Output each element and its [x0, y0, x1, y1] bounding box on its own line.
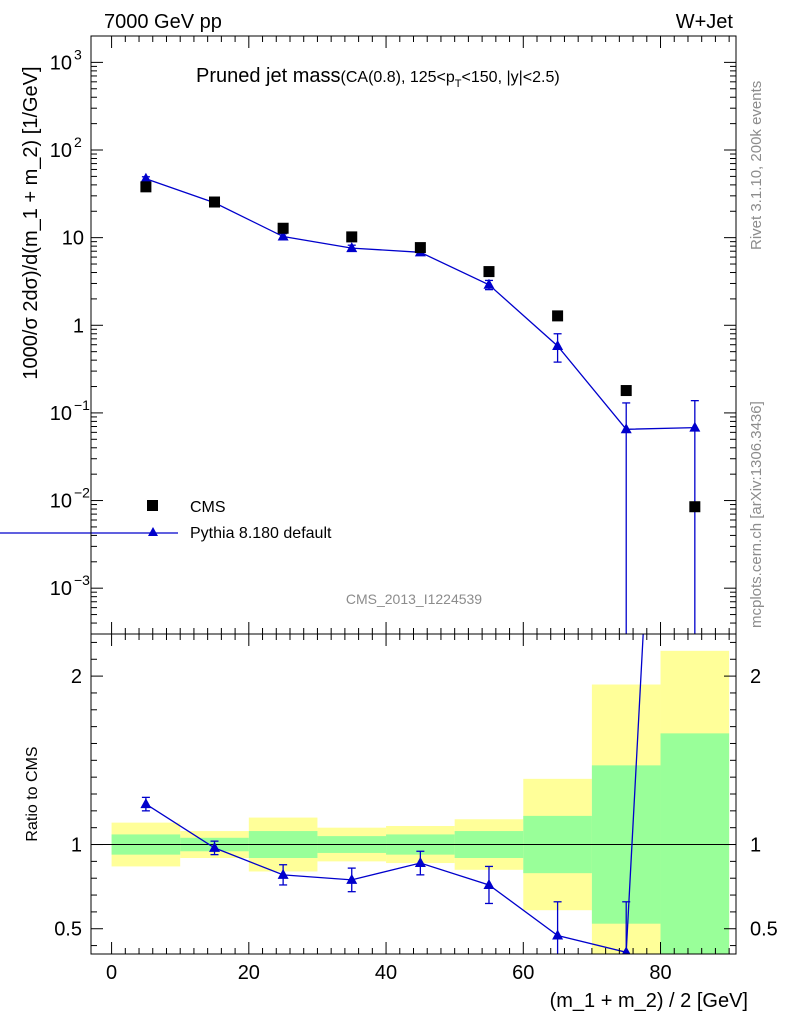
x-tick-label: 60 — [512, 962, 534, 984]
ratio-y-axis-label: Ratio to CMS — [24, 746, 41, 841]
ratio-y-tick-label-left: 2 — [71, 666, 82, 688]
legend-pythia-label: Pythia 8.180 default — [190, 525, 332, 542]
main-y-tick-label: 10 — [50, 140, 72, 162]
pythia-line — [145, 178, 695, 430]
ratio-panel-series — [91, 634, 736, 954]
cms-point — [346, 231, 358, 243]
main-y-tick-exponent: 2 — [74, 134, 82, 150]
main-y-tick-label: 10 — [50, 403, 72, 425]
legend-cms-label: CMS — [190, 499, 226, 516]
main-panel-frame — [90, 35, 737, 635]
cms-point — [140, 181, 152, 193]
pythia-point — [277, 230, 289, 241]
ratio-point — [346, 873, 358, 884]
ratio-y-tick-label-left: 0.5 — [54, 919, 82, 941]
ratio-point — [552, 929, 564, 940]
ratio-inner-band — [660, 733, 730, 954]
ratio-panel-ticks: 0 20 40 60 80 0.5 0.5 1 1 2 2 — [54, 634, 778, 984]
main-panel-title: Pruned jet mass(CA(0.8), 125<pT<150, |y|… — [196, 65, 560, 90]
rivet-version-label: Rivet 3.1.10, 200k events — [748, 81, 765, 250]
pythia-point — [620, 423, 632, 434]
cms-point — [483, 266, 495, 278]
header-process-label: W+Jet — [676, 11, 734, 33]
cms-point — [552, 310, 564, 322]
pythia-point — [689, 421, 701, 432]
main-y-axis-label: 1000/σ 2dσ)/d(m_1 + m_2) [1/GeV] — [20, 66, 42, 379]
mcplots-reference-label: mcplots.cern.ch [arXiv:1306.3436] — [748, 401, 765, 628]
ratio-panel: 0 20 40 60 80 0.5 0.5 1 1 2 2 Ratio to CMS (m_1 + … — [24, 633, 778, 1012]
ratio-point — [483, 878, 495, 889]
ratio-point — [414, 857, 426, 868]
main-y-tick-label: 10 — [50, 578, 72, 600]
ratio-y-tick-label-right: 2 — [750, 666, 761, 688]
ratio-point — [621, 946, 631, 954]
main-y-tick-label: 10 — [50, 491, 72, 513]
main-y-tick-label: 1 — [73, 315, 84, 337]
main-y-tick-exponent: −1 — [74, 397, 90, 413]
main-y-tick-exponent: −2 — [74, 485, 90, 501]
pythia-point — [346, 242, 358, 253]
pythia-point — [483, 278, 495, 289]
ratio-y-tick-label-right: 1 — [750, 835, 761, 857]
analysis-watermark: CMS_2013_I1224539 — [346, 591, 482, 607]
main-title-text: Pruned jet mass — [196, 65, 341, 87]
main-y-tick-label: 10 — [50, 52, 72, 74]
x-tick-label: 20 — [238, 962, 260, 984]
ratio-panel-frame — [90, 633, 737, 955]
ratio-y-tick-label-left: 1 — [71, 835, 82, 857]
cms-point — [209, 196, 221, 208]
main-title-cut-subscript: T — [455, 78, 462, 90]
x-tick-label: 40 — [375, 962, 397, 984]
pythia-point — [552, 340, 564, 351]
ratio-y-tick-label-right: 0.5 — [750, 919, 778, 941]
main-y-tick-label: 10 — [62, 228, 84, 250]
cms-point — [414, 242, 426, 254]
pythia-point — [140, 172, 152, 183]
legend-pythia-marker — [148, 527, 158, 536]
x-tick-label: 80 — [649, 962, 671, 984]
legend-cms-marker — [147, 500, 158, 511]
main-y-tick-exponent: −3 — [74, 572, 90, 588]
ratio-point — [140, 798, 152, 809]
cms-point — [277, 222, 289, 234]
ratio-uncertainty-bands — [111, 650, 730, 954]
ratio-point — [209, 841, 221, 852]
main-y-tick-exponent: 3 — [74, 46, 82, 62]
main-panel-series — [140, 172, 701, 634]
cms-point — [620, 385, 632, 397]
header-energy-label: 7000 GeV pp — [104, 11, 222, 33]
ratio-point — [277, 868, 289, 879]
x-axis-label: (m_1 + m_2) / 2 [GeV] — [550, 990, 748, 1012]
cms-point — [689, 501, 701, 513]
legend: CMS Pythia 8.180 default — [0, 499, 332, 542]
main-title-cut-text: (CA(0.8), 125<p — [341, 69, 455, 86]
x-tick-label: 0 — [106, 962, 117, 984]
main-title-cut-rest: <150, |y|<2.5) — [462, 69, 560, 86]
